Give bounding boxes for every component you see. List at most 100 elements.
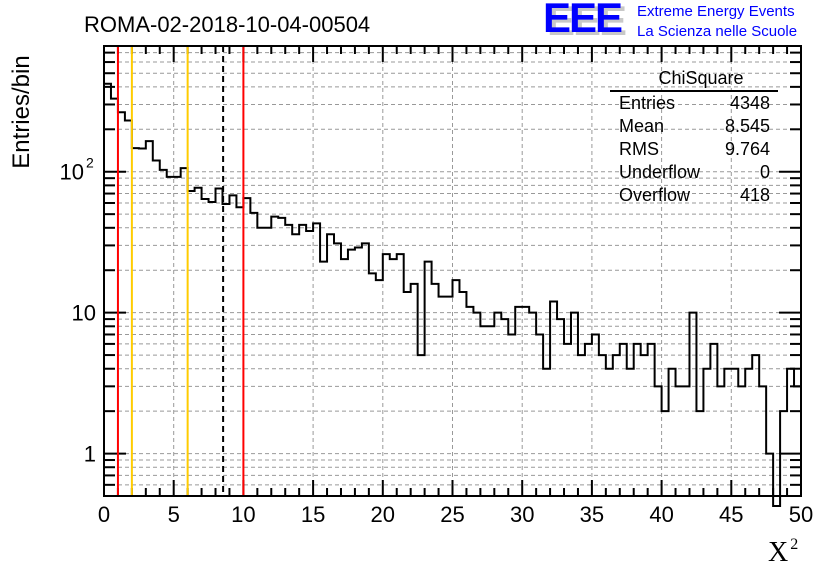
histogram-bin bbox=[243, 198, 250, 496]
histogram-bin bbox=[271, 217, 278, 496]
histogram-bin bbox=[696, 411, 703, 496]
x-tick-label: 0 bbox=[98, 502, 110, 527]
histogram-bin bbox=[209, 202, 216, 496]
stats-value: 0 bbox=[759, 162, 770, 182]
histogram-bin bbox=[118, 112, 125, 496]
histogram-bin bbox=[571, 313, 578, 496]
stats-label: Mean bbox=[619, 116, 665, 136]
stats-row: Entries 4348 bbox=[610, 92, 778, 115]
histogram-bin bbox=[278, 218, 285, 496]
histogram-bin bbox=[669, 369, 676, 496]
y-tick-label: 10 bbox=[72, 301, 96, 326]
histogram-bin bbox=[724, 369, 731, 496]
histogram-bin bbox=[355, 247, 362, 496]
histogram-bin bbox=[132, 148, 139, 496]
histogram-bin bbox=[780, 411, 787, 496]
histogram-bin bbox=[292, 234, 299, 496]
x-tick-label: 5 bbox=[168, 502, 180, 527]
histogram-bin bbox=[432, 284, 439, 496]
plot-frame bbox=[103, 45, 802, 497]
histogram-bin bbox=[592, 334, 599, 496]
histogram-bin bbox=[383, 254, 390, 496]
y-tick-label-sup: 2 bbox=[86, 155, 94, 171]
histogram-bin bbox=[459, 292, 466, 496]
histogram-bin bbox=[578, 355, 585, 496]
histogram-bin bbox=[787, 369, 794, 496]
histogram-bin bbox=[439, 297, 446, 496]
histogram-bin bbox=[515, 307, 522, 496]
histogram-bin bbox=[494, 313, 501, 496]
histogram-bin bbox=[397, 254, 404, 496]
histogram-bin bbox=[453, 280, 460, 496]
histogram-bin bbox=[418, 355, 425, 496]
histogram-bin bbox=[501, 319, 508, 496]
histogram-bin bbox=[160, 170, 167, 496]
histogram-bin bbox=[703, 369, 710, 496]
histogram-bin bbox=[627, 369, 634, 496]
x-axis-label-main: X bbox=[768, 537, 789, 568]
histogram-bin bbox=[146, 141, 153, 496]
histogram-bin bbox=[236, 207, 243, 496]
stats-value: 9.764 bbox=[724, 139, 770, 159]
histogram-bin bbox=[320, 262, 327, 496]
histogram-bin bbox=[362, 243, 369, 496]
histogram-bin bbox=[766, 454, 773, 496]
histogram-bin bbox=[104, 84, 111, 496]
logo-text: Extreme Energy Events La Scienza nelle S… bbox=[637, 2, 797, 42]
histogram-bin bbox=[536, 334, 543, 496]
y-tick-label: 1 bbox=[84, 442, 96, 467]
histogram-bin bbox=[341, 259, 348, 496]
x-tick-label: 25 bbox=[440, 502, 464, 527]
x-tick-label: 35 bbox=[580, 502, 604, 527]
histogram-bin bbox=[327, 234, 334, 496]
histogram-bin bbox=[139, 149, 146, 496]
histogram-bin bbox=[446, 297, 453, 496]
stats-value: 418 bbox=[739, 185, 770, 205]
histogram-bin bbox=[390, 259, 397, 496]
histogram-bin bbox=[557, 319, 564, 496]
histogram-bin bbox=[689, 313, 696, 496]
histogram-bin bbox=[745, 369, 752, 496]
histogram-bin bbox=[585, 344, 592, 496]
histogram-bin bbox=[543, 369, 550, 496]
histogram-bin bbox=[411, 284, 418, 496]
histogram-bin bbox=[641, 355, 648, 496]
stats-box: ChiSquare Entries 4348 Mean 8.545 RMS 9.764… bbox=[610, 68, 778, 207]
histogram-bin bbox=[683, 386, 690, 496]
histogram-bin bbox=[202, 199, 209, 496]
histogram-bin bbox=[717, 386, 724, 496]
histogram-bin bbox=[550, 301, 557, 496]
y-tick-label: 10 bbox=[60, 160, 84, 185]
stats-row: Underflow 0 bbox=[610, 161, 778, 184]
x-tick-label: 20 bbox=[371, 502, 395, 527]
logo-line1: Extreme Energy Events bbox=[637, 3, 795, 20]
stats-row: Mean 8.545 bbox=[610, 115, 778, 138]
x-tick-label: 50 bbox=[789, 502, 813, 527]
x-tick-label: 45 bbox=[719, 502, 743, 527]
histogram-bin bbox=[404, 292, 411, 496]
stats-label: Entries bbox=[619, 93, 676, 113]
histogram-bin bbox=[174, 177, 181, 496]
histogram-bin bbox=[250, 213, 257, 496]
x-tick-label: 10 bbox=[231, 502, 255, 527]
histogram-bin bbox=[564, 344, 571, 496]
stats-label: Overflow bbox=[619, 185, 691, 205]
histogram-bin bbox=[181, 168, 188, 496]
histogram-bin bbox=[348, 250, 355, 496]
x-axis-label-sup: 2 bbox=[790, 536, 799, 553]
histogram-bin bbox=[257, 228, 264, 496]
histogram-bin bbox=[313, 223, 320, 496]
stats-row: Overflow 418 bbox=[610, 184, 778, 207]
histogram-bin bbox=[606, 369, 613, 496]
histogram-bin bbox=[662, 411, 669, 496]
histogram-bin bbox=[466, 307, 473, 496]
histogram-bin bbox=[794, 386, 801, 496]
eee-logo: EEE bbox=[543, 0, 623, 41]
histogram-bin bbox=[529, 313, 536, 496]
histogram-bin bbox=[752, 355, 759, 496]
x-tick-label: 40 bbox=[649, 502, 673, 527]
histogram-bin bbox=[369, 273, 376, 496]
histogram-bin bbox=[425, 262, 432, 496]
